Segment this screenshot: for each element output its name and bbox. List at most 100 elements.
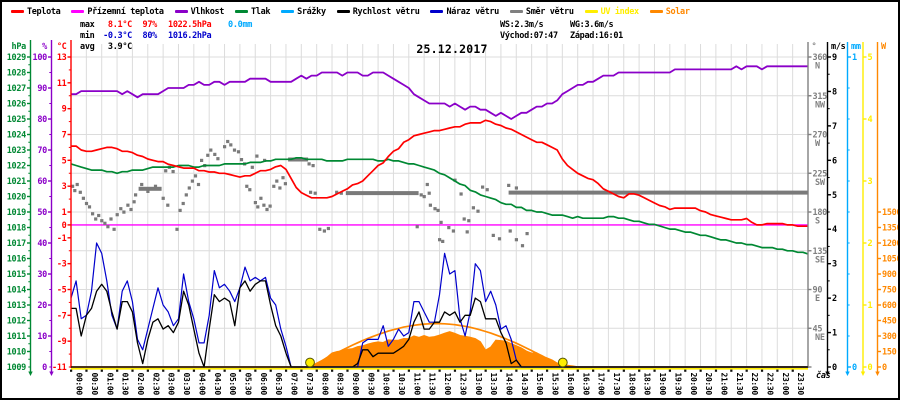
wind-direction-dot [255, 154, 259, 158]
wind-direction-dot [459, 192, 463, 196]
axis-header-label: m/s [831, 42, 846, 52]
time-tick-dot [607, 369, 610, 372]
wind-direction-dot [471, 206, 475, 210]
wind-direction-dot [134, 193, 138, 197]
axis-tick-label: 1016 [7, 255, 26, 265]
time-tick-label: 08:30 [336, 373, 345, 396]
axis-tick-label: 1010 [7, 348, 26, 358]
wind-direction-dot [153, 184, 158, 188]
legend-item: Směr větru [509, 6, 574, 17]
axis-tick-label: 1017 [7, 239, 26, 249]
time-tick-label: 11:00 [412, 373, 421, 396]
time-tick-label: 16:00 [566, 373, 575, 396]
time-tick-label: 07:30 [305, 373, 314, 396]
axis-tick-label: -5 [57, 286, 67, 296]
time-tick-label: 16:30 [581, 373, 590, 396]
axis-tick-label: 8 [832, 87, 837, 97]
time-tick-label: 03:30 [182, 373, 191, 396]
axis-wind_dir [807, 42, 812, 368]
axis-tick-label: 1018 [7, 224, 26, 234]
time-tick-label: 18:30 [643, 373, 652, 396]
axis-tick-label: 180 [813, 208, 828, 218]
legend-item: UV index [584, 7, 639, 17]
wind-direction-dot [193, 174, 198, 178]
chart-legend: Teplota Přízemní teplota Vlhkost Tlak Srážky… [11, 5, 690, 18]
axis-solar [875, 42, 881, 376]
axis-tick-label: 1025 [7, 115, 26, 125]
time-tick-dot [668, 369, 672, 372]
axis-tick-label: 1014 [7, 286, 26, 296]
axis-bottom-label: 0 [832, 363, 837, 373]
stat-min-temp: -0.3°C [103, 31, 132, 41]
wind-direction-dot [422, 195, 426, 199]
wind-direction-dot [525, 232, 529, 236]
wind-direction-dot [309, 190, 313, 194]
axis-tick-label: 4 [868, 115, 873, 125]
legend-label: Vlhkost [190, 6, 225, 17]
wind-direction-dot [103, 221, 107, 225]
axis-bottom-label: 0 [868, 363, 873, 373]
wind-direction-dot [73, 189, 77, 193]
time-tick-label: 07:00 [290, 373, 299, 396]
time-tick-label: 05:30 [243, 373, 252, 396]
wind-direction-dot [253, 201, 257, 205]
axis-tick-label: 1013 [7, 301, 26, 311]
axis-tick-label: 1019 [7, 208, 26, 218]
time-tick-label: 12:00 [443, 373, 452, 396]
time-tick-dot [162, 369, 165, 372]
axis-tick-label: 7 [832, 122, 837, 132]
axis-tick-label: 7 [62, 131, 67, 141]
stat-max-humidity: 97% [142, 20, 158, 30]
axis-tick-label: 600 [882, 301, 897, 311]
axis-rain [845, 42, 851, 376]
time-tick-label: 00:00 [75, 373, 84, 396]
axis-tick-label: 5 [832, 191, 837, 201]
axis-tick-label: 20 [37, 301, 47, 311]
axis-temperature [67, 40, 72, 368]
wind-direction-dot [206, 153, 210, 157]
legend-label: Srážky [297, 6, 326, 17]
axis-tick-label: 1026 [7, 100, 26, 110]
axis-tick-label: 1 [832, 329, 837, 339]
wind-direction-dot [427, 191, 431, 195]
stat-rain-total: 0.0mm [228, 20, 253, 30]
wind-direction-dot [281, 176, 285, 180]
wind-direction-dot [508, 229, 512, 233]
wind-direction-dot [122, 210, 126, 214]
wind-direction-dot [84, 201, 89, 206]
axis-tick-label: 1029 [7, 53, 26, 63]
stat-sunset: Západ:16:01 [570, 31, 623, 41]
wind-direction-dot [318, 227, 322, 231]
axis-tick-label: 1050 [882, 255, 900, 265]
wind-direction-dot [226, 139, 230, 144]
time-tick-dot [745, 369, 748, 372]
axis-tick-label: 13 [57, 53, 67, 63]
axis-tick-label: 135 [813, 247, 828, 257]
axis-tick-label: 90 [37, 84, 47, 94]
legend-label: Směr větru [525, 6, 574, 17]
wind-direction-bar [288, 157, 309, 162]
axis-tick-label: 1500 [882, 208, 900, 218]
stat-label-min: min [80, 31, 95, 41]
time-tick-dot [100, 369, 103, 372]
wind-direction-dot [196, 182, 201, 187]
time-tick-label: 03:00 [167, 373, 176, 396]
legend-label: Přízemní teplota [87, 6, 164, 17]
wind-direction-dot [97, 213, 101, 218]
time-tick-dot [622, 369, 625, 372]
time-tick-label: 15:30 [551, 373, 560, 396]
wind-direction-bar [508, 190, 808, 195]
wind-direction-dot [115, 213, 119, 217]
wind-direction-dot [75, 182, 79, 187]
time-tick-label: 06:00 [259, 373, 268, 396]
wind-direction-dot [132, 200, 136, 204]
time-tick-dot [484, 369, 487, 372]
axis-tick-label: 1027 [7, 84, 26, 94]
stat-avg-temp: 3.9°C [107, 42, 132, 52]
axis-tick-label: 1024 [7, 131, 26, 141]
time-tick-dot [699, 369, 702, 372]
wind-direction-dot [248, 188, 252, 192]
time-tick-label: 04:00 [197, 373, 206, 396]
time-tick-label: 13:00 [474, 373, 483, 396]
time-tick-dot [545, 369, 549, 372]
